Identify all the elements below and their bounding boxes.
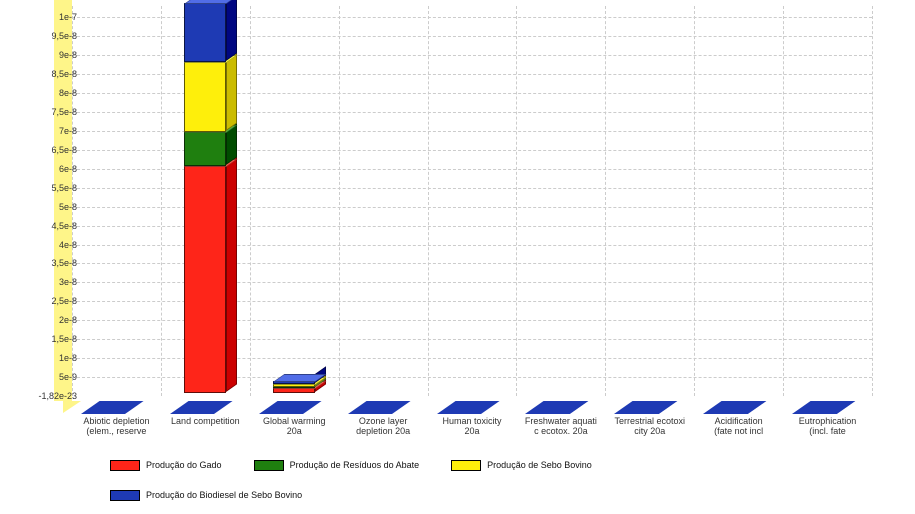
legend-item: Produção de Sebo Bovino bbox=[451, 460, 592, 471]
x-tick-label: Eutrophication(incl. fate bbox=[778, 416, 878, 436]
gridline-v bbox=[250, 6, 251, 396]
y-tick-label: -1,82e-23 bbox=[17, 391, 77, 401]
bar-segment: .bar-seg[data-uid="1-gado"]::after{backg… bbox=[184, 166, 226, 393]
bar-segment: .bar-seg[data-uid="1-residuos"]::after{b… bbox=[184, 132, 226, 166]
y-tick-label: 1e-8 bbox=[17, 353, 77, 363]
plot-inner: .bar-seg[data-uid="1-gado"]::after{backg… bbox=[72, 6, 872, 406]
bar-segment: .bar-seg[data-uid="2-sebo"]::after{backg… bbox=[273, 384, 315, 387]
legend: Produção do Gado Produção de Resíduos do … bbox=[110, 452, 830, 512]
legend-swatch bbox=[254, 460, 284, 471]
gridline-v bbox=[872, 6, 873, 396]
y-tick-label: 5e-9 bbox=[17, 372, 77, 382]
gridline-v bbox=[516, 6, 517, 396]
bar-segment: .bar-seg[data-uid="2-biodiesel"]::after{… bbox=[273, 381, 315, 384]
y-tick-label: 8e-8 bbox=[17, 88, 77, 98]
legend-swatch bbox=[110, 460, 140, 471]
x-tick-label: Human toxicity20a bbox=[422, 416, 522, 436]
y-tick-label: 2,5e-8 bbox=[17, 296, 77, 306]
x-tick-label: Global warming20a bbox=[244, 416, 344, 436]
x-tick-label: Abiotic depletion(elem., reserve bbox=[66, 416, 166, 436]
legend-item: Produção do Gado bbox=[110, 460, 222, 471]
y-tick-label: 8,5e-8 bbox=[17, 69, 77, 79]
y-tick-label: 7,5e-8 bbox=[17, 107, 77, 117]
gridline-v bbox=[339, 6, 340, 396]
floor-3d bbox=[72, 401, 877, 414]
gridline-v bbox=[161, 6, 162, 396]
y-tick-label: 7e-8 bbox=[17, 126, 77, 136]
legend-item: Produção de Resíduos do Abate bbox=[254, 460, 420, 471]
y-tick-label: 9,5e-8 bbox=[17, 31, 77, 41]
y-tick-label: 1,5e-8 bbox=[17, 334, 77, 344]
y-tick-label: 4,5e-8 bbox=[17, 221, 77, 231]
gridline-v bbox=[605, 6, 606, 396]
y-tick-label: 9e-8 bbox=[17, 50, 77, 60]
chart-container: .bar-seg[data-uid="1-gado"]::after{backg… bbox=[0, 0, 915, 514]
legend-label: Produção de Resíduos do Abate bbox=[290, 460, 420, 470]
legend-swatch bbox=[110, 490, 140, 501]
plot-area: .bar-seg[data-uid="1-gado"]::after{backg… bbox=[72, 6, 898, 414]
y-tick-label: 2e-8 bbox=[17, 315, 77, 325]
bar-segment: .bar-seg[data-uid="1-sebo"]::after{backg… bbox=[184, 62, 226, 132]
legend-label: Produção do Biodiesel de Sebo Bovino bbox=[146, 490, 302, 500]
gridline-v bbox=[783, 6, 784, 396]
y-tick-label: 3,5e-8 bbox=[17, 258, 77, 268]
bar-segment: .bar-seg[data-uid="1-biodiesel"]::after{… bbox=[184, 3, 226, 62]
y-tick-label: 6,5e-8 bbox=[17, 145, 77, 155]
y-tick-label: 5e-8 bbox=[17, 202, 77, 212]
x-tick-label: Freshwater aquatic ecotox. 20a bbox=[511, 416, 611, 436]
gridline-v bbox=[694, 6, 695, 396]
bar-segment: .bar-seg[data-uid="2-gado"]::after{backg… bbox=[273, 388, 315, 393]
y-tick-label: 4e-8 bbox=[17, 240, 77, 250]
y-tick-label: 3e-8 bbox=[17, 277, 77, 287]
y-tick-label: 1e-7 bbox=[17, 12, 77, 22]
legend-label: Produção do Gado bbox=[146, 460, 222, 470]
legend-item: Produção do Biodiesel de Sebo Bovino bbox=[110, 490, 302, 501]
legend-swatch bbox=[451, 460, 481, 471]
gridline-v bbox=[428, 6, 429, 396]
y-tick-label: 6e-8 bbox=[17, 164, 77, 174]
x-tick-label: Land competition bbox=[155, 416, 255, 426]
x-tick-label: Acidification(fate not incl bbox=[689, 416, 789, 436]
x-tick-label: Ozone layerdepletion 20a bbox=[333, 416, 433, 436]
x-tick-label: Terrestrial ecotoxicity 20a bbox=[600, 416, 700, 436]
y-tick-label: 5,5e-8 bbox=[17, 183, 77, 193]
legend-label: Produção de Sebo Bovino bbox=[487, 460, 592, 470]
